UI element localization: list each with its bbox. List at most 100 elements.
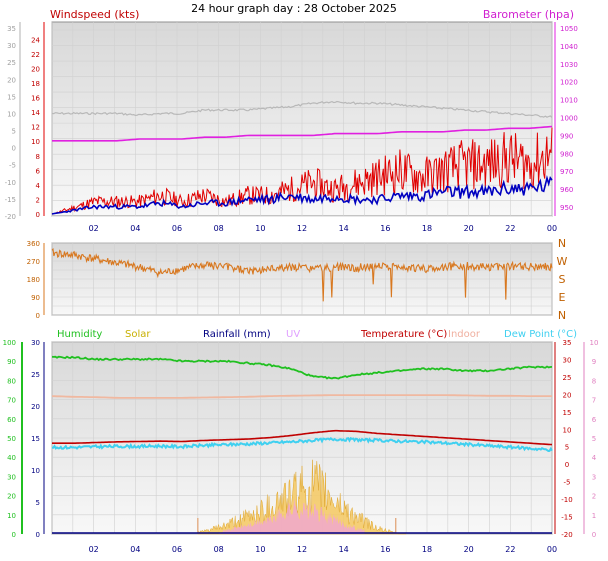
tick-dir: 90 [31, 294, 40, 302]
tick-baro: 1010 [560, 97, 578, 105]
tick-wind: 0 [36, 211, 40, 219]
tick-temp: 20 [7, 76, 16, 84]
tick-temp: -5 [9, 162, 16, 170]
x-tick: 12 [297, 545, 307, 554]
tick-temp: 5 [12, 128, 16, 136]
x-tick: 18 [422, 224, 432, 233]
x-tick: 06 [172, 545, 182, 554]
tick-temp: 30 [563, 356, 572, 364]
tick-temp: 0 [12, 145, 16, 153]
tick-baro: 950 [560, 204, 573, 212]
tick-hum: 50 [7, 435, 16, 443]
series-temp-hum [51, 355, 553, 535]
tick-temp: 20 [563, 391, 572, 399]
windspeed-label: Windspeed (kts) [50, 8, 139, 21]
tick-temp: 25 [7, 59, 16, 67]
uv-area [218, 498, 365, 534]
tick-compass: N [558, 237, 566, 250]
dewpoint-label: Dew Point (°C) [504, 329, 577, 340]
tick-rain: 10 [31, 467, 40, 475]
tick-compass: S [559, 273, 566, 286]
tick-temp: 10 [563, 426, 572, 434]
tick-temp: -20 [5, 213, 16, 221]
x-tick: 06 [172, 224, 182, 233]
tick-wind: 8 [36, 153, 40, 161]
x-tick: 22 [505, 545, 515, 554]
tick-hum: 0 [12, 531, 16, 539]
tick-dir: 0 [36, 312, 40, 320]
tick-temp: -5 [564, 479, 571, 487]
tick-baro: 1030 [560, 61, 578, 69]
tick-wind: 18 [31, 80, 40, 88]
x-tick: 22 [505, 224, 515, 233]
x-tick: 12 [297, 224, 307, 233]
wind-gust-line [51, 127, 553, 215]
tick-temp: 5 [565, 444, 569, 452]
tick-uv: 6 [592, 416, 597, 424]
temperature-line [52, 429, 553, 446]
x-tick: 16 [380, 224, 390, 233]
x-tick: 00 [547, 545, 557, 554]
y-axis-baro: 1050 1040 1030 1020 1010 1000 990 980 970 960 950 [554, 22, 578, 216]
tick-baro: 980 [560, 150, 573, 158]
x-tick: 20 [464, 545, 474, 554]
x-axis-panel1: 02 04 06 08 10 12 14 16 18 20 22 00 [89, 224, 558, 233]
tick-hum: 80 [7, 377, 16, 385]
tick-temp: -15 [561, 514, 572, 522]
tick-wind: 24 [31, 36, 40, 44]
tick-compass: E [559, 291, 566, 304]
tick-temp: 15 [7, 93, 16, 101]
tick-wind: 2 [36, 196, 40, 204]
dewpoint-line [51, 436, 553, 453]
x-tick: 04 [130, 545, 140, 554]
x-tick: 00 [547, 224, 557, 233]
tick-uv: 10 [590, 339, 599, 347]
tick-rain: 0 [36, 531, 40, 539]
tick-wind: 20 [31, 65, 40, 73]
legend-temp-hum: Humidity Solar Rainfall (mm) UV Temperature … [57, 329, 577, 340]
wind-dir-line [51, 248, 553, 302]
tick-uv: 7 [592, 397, 596, 405]
tick-hum: 40 [7, 454, 16, 462]
x-tick: 14 [339, 545, 349, 554]
tick-compass: N [558, 309, 566, 322]
x-tick: 02 [89, 224, 99, 233]
series-wind-baro [51, 100, 553, 215]
tick-wind: 6 [36, 167, 41, 175]
temperature-label: Temperature (°C) [360, 329, 447, 340]
tick-uv: 4 [592, 454, 597, 462]
tick-uv: 8 [592, 377, 596, 385]
x-tick: 08 [214, 545, 224, 554]
tick-rain: 25 [31, 371, 40, 379]
tick-dir: 180 [27, 276, 40, 284]
chart-title: 24 hour graph day : 28 October 2025 [191, 2, 397, 15]
tick-temp: 25 [563, 374, 572, 382]
tick-temp: 30 [7, 42, 16, 50]
indoor-line [51, 394, 552, 399]
tick-baro: 1000 [560, 115, 578, 123]
tick-temp: 10 [7, 110, 16, 118]
humidity-label: Humidity [57, 329, 102, 340]
tick-hum: 100 [3, 339, 16, 347]
tick-temp: -10 [561, 496, 572, 504]
tick-hum: 10 [7, 512, 16, 520]
tick-uv: 2 [592, 493, 596, 501]
tick-hum: 60 [7, 416, 16, 424]
x-tick: 10 [255, 224, 265, 233]
tick-hum: 90 [7, 358, 16, 366]
x-tick: 18 [422, 545, 432, 554]
tick-temp: 35 [563, 339, 572, 347]
tick-temp: 0 [565, 461, 569, 469]
y-axis-rainfall: 30 25 20 15 10 5 0 [31, 339, 45, 539]
tick-temp: 15 [563, 409, 572, 417]
baro-line [52, 125, 553, 142]
humidity-line [51, 355, 553, 380]
y-axis-temp-panel1: 35 30 25 20 15 10 5 0 -5 -10 -15 -20 [5, 22, 21, 221]
tick-wind: 4 [36, 182, 41, 190]
barometer-label: Barometer (hpa) [483, 8, 574, 21]
x-tick: 14 [339, 224, 349, 233]
tick-temp: 35 [7, 25, 16, 33]
